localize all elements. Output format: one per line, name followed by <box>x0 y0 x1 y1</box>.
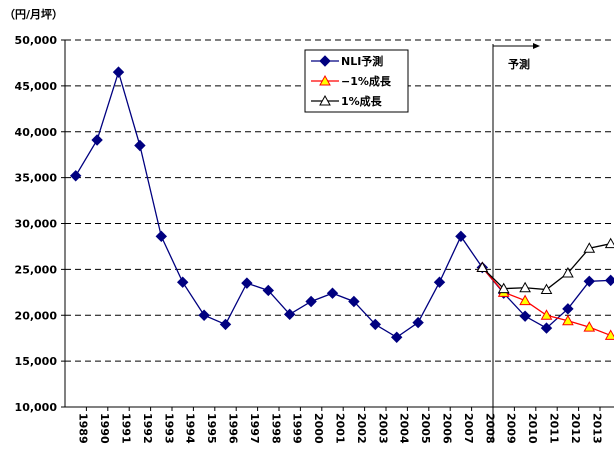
x-tick-label: 1997 <box>248 413 261 444</box>
legend-label: NLI予測 <box>341 54 383 68</box>
point <box>305 295 317 308</box>
point <box>219 318 232 331</box>
legend-label: 1%成長 <box>341 94 383 108</box>
point <box>283 308 296 321</box>
y-tick-label: 30,000 <box>15 218 58 231</box>
unit-label: （円/月坪） <box>4 8 63 21</box>
x-tick-label: 1989 <box>77 413 90 444</box>
x-tick-label: 2014 <box>612 413 614 444</box>
point <box>519 310 531 322</box>
legend-marker <box>319 55 331 67</box>
x-tick-label: 2000 <box>312 413 325 444</box>
x-tick-label: 1999 <box>291 413 304 444</box>
point <box>134 139 146 152</box>
x-tick-label: 2011 <box>548 413 561 444</box>
point <box>562 267 574 278</box>
point <box>540 309 553 320</box>
point <box>497 282 510 294</box>
point <box>455 230 467 243</box>
point <box>519 281 531 293</box>
x-tick-label: 1991 <box>120 413 133 444</box>
legend-label: −1%成長 <box>341 74 392 88</box>
point <box>112 66 125 78</box>
y-tick-label: 35,000 <box>15 172 58 185</box>
y-tick-label: 20,000 <box>15 309 58 322</box>
x-tick-label: 2005 <box>419 413 432 444</box>
x-tick-label: 1994 <box>184 413 197 444</box>
point <box>155 230 168 243</box>
y-tick-label: 50,000 <box>15 34 58 47</box>
point <box>91 134 103 146</box>
point <box>390 331 403 343</box>
point <box>583 321 596 332</box>
x-tick-label: 2003 <box>376 413 389 444</box>
x-tick-label: 2006 <box>441 413 454 444</box>
y-tick-label: 25,000 <box>15 263 58 276</box>
y-tick-label: 10,000 <box>15 401 58 414</box>
point <box>604 329 614 340</box>
legend-marker <box>319 74 331 86</box>
point <box>583 242 596 253</box>
point <box>326 287 339 299</box>
x-tick-label: 1993 <box>162 413 175 444</box>
point <box>433 276 446 288</box>
x-tick-label: 2013 <box>590 413 603 444</box>
point <box>369 318 382 331</box>
y-tick-label: 45,000 <box>15 80 58 93</box>
point <box>198 309 210 321</box>
y-tick-label: 40,000 <box>15 126 58 139</box>
x-tick-label: 2002 <box>355 413 368 444</box>
series-line <box>75 69 611 339</box>
point <box>476 261 489 273</box>
point <box>540 283 553 295</box>
point <box>262 284 275 297</box>
point <box>562 314 574 326</box>
x-tick-label: 2009 <box>505 413 518 444</box>
point <box>412 316 424 329</box>
point <box>519 294 531 306</box>
point <box>604 274 614 287</box>
point <box>241 277 253 289</box>
point <box>348 295 360 308</box>
forecast-arrowhead <box>533 43 540 49</box>
point <box>604 237 614 249</box>
x-tick-label: 1998 <box>269 413 282 444</box>
x-tick-label: 2001 <box>334 413 347 444</box>
x-tick-label: 2008 <box>483 413 496 444</box>
x-tick-label: 2007 <box>462 413 475 444</box>
point <box>562 303 574 315</box>
x-tick-label: 1996 <box>227 413 240 444</box>
forecast-label: 予測 <box>508 57 530 71</box>
point <box>69 170 82 182</box>
x-tick-label: 2012 <box>569 413 582 444</box>
point <box>540 322 553 334</box>
x-tick-label: 2010 <box>526 413 539 444</box>
legend-marker <box>319 94 331 106</box>
x-tick-label: 1995 <box>205 413 218 444</box>
point <box>583 275 596 288</box>
y-tick-label: 15,000 <box>15 355 58 368</box>
x-tick-label: 1992 <box>141 413 154 444</box>
x-tick-label: 2004 <box>398 413 411 444</box>
x-tick-label: 1990 <box>98 413 111 444</box>
point <box>176 276 189 288</box>
